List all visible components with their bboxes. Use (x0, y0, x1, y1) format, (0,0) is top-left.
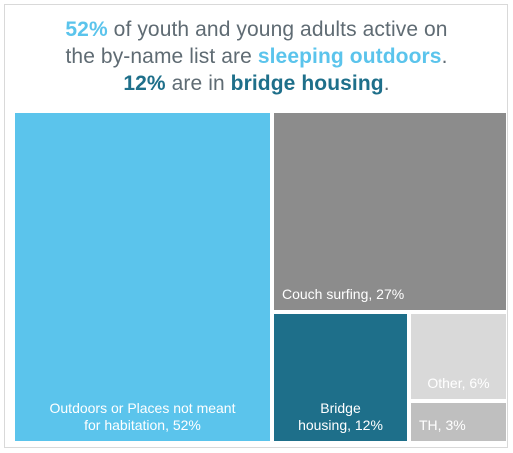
headline-emph-bridge: bridge housing (230, 72, 384, 95)
headline-pct-bridge: 12% (123, 72, 166, 95)
tile-outdoors: Outdoors or Places not meant for habitat… (15, 113, 270, 441)
tile-other: Other, 6% (411, 314, 506, 399)
tile-th: TH, 3% (411, 403, 506, 441)
headline-text-2: the by-name list are (65, 45, 258, 68)
treemap-chart: Outdoors or Places not meant for habitat… (15, 113, 506, 441)
tile-couch-surfing-label: Couch surfing, 27% (282, 286, 405, 302)
tile-bridge-housing-label: Bridge housing, 12% (298, 400, 383, 433)
tile-outdoors-label: Outdoors or Places not meant for habitat… (49, 400, 236, 433)
headline-emph-outdoors: sleeping outdoors (257, 45, 442, 68)
tile-couch-surfing: Couch surfing, 27% (274, 113, 506, 310)
tile-other-label: Other, 6% (427, 375, 490, 391)
headline-line-3: 12% are in bridge housing. (10, 70, 503, 97)
headline-text-1: of youth and young adults active on (107, 18, 448, 41)
headline-pct-outdoors: 52% (65, 18, 108, 41)
tile-bridge-housing: Bridge housing, 12% (274, 314, 407, 441)
headline-period-3: . (383, 72, 390, 95)
headline-line-1: 52% of youth and young adults active on (10, 16, 503, 43)
headline-line-2: the by-name list are sleeping outdoors. (10, 43, 503, 70)
tile-th-label: TH, 3% (419, 417, 466, 433)
chart-headline: 52% of youth and young adults active on … (10, 16, 503, 97)
headline-text-3: are in (165, 72, 231, 95)
headline-period-2: . (441, 45, 448, 68)
